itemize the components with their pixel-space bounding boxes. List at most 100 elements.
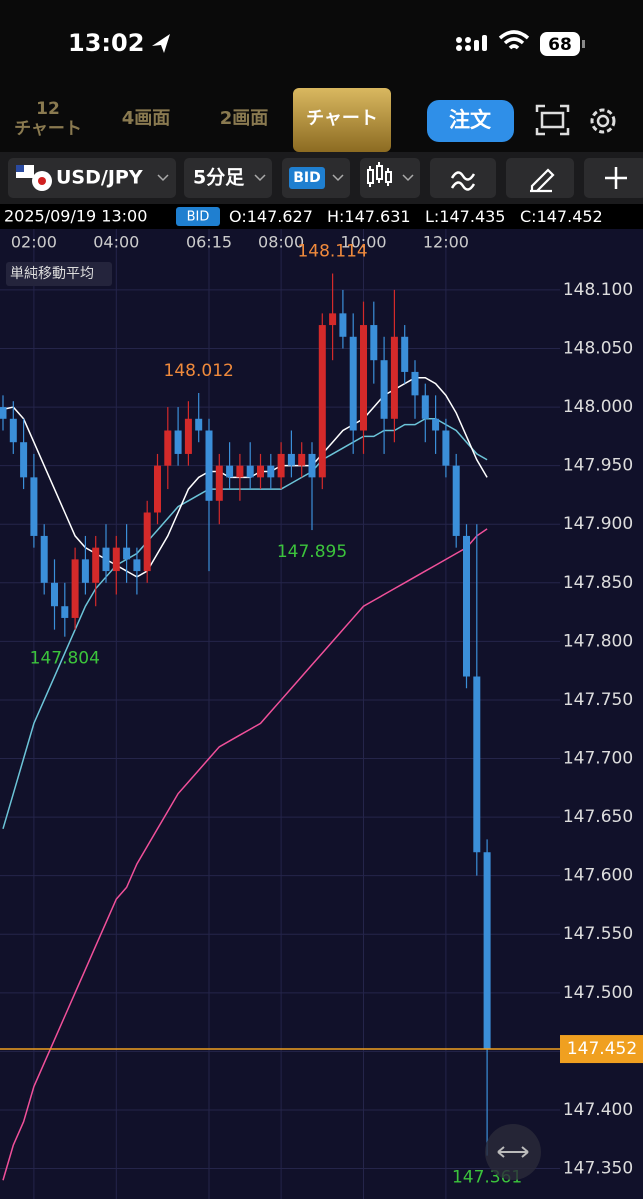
x-tick-label: 12:00 <box>423 233 469 252</box>
candle-body <box>349 336 357 431</box>
pair-select[interactable] <box>8 158 176 198</box>
candle-body <box>51 582 58 607</box>
ohlc-label: L: <box>425 207 439 226</box>
y-tick-label: 147.700 <box>563 749 633 769</box>
y-tick-label: 148.100 <box>563 280 633 300</box>
order-label[interactable]: 注文 <box>449 108 492 132</box>
candle-body <box>0 407 7 419</box>
candle-body <box>226 465 234 478</box>
battery-icon <box>540 32 580 56</box>
info-datetime: 2025/09/19 13:00 <box>4 207 147 226</box>
ohlc-value: 147.631 <box>344 207 410 226</box>
candle-body <box>287 453 295 466</box>
candle-body <box>401 336 409 372</box>
ohlc-item: H:147.631 <box>327 207 411 226</box>
candle-body <box>411 371 419 396</box>
plot-area <box>0 273 491 1181</box>
candle-body <box>432 418 440 431</box>
plus-icon <box>605 167 627 189</box>
candle-body <box>133 559 141 572</box>
candle-body <box>215 465 223 501</box>
fullscreen-icon[interactable] <box>535 104 570 136</box>
candle-body <box>30 477 38 536</box>
tab-label[interactable]: チャート <box>14 119 82 139</box>
candle-body <box>298 453 306 466</box>
candle-body <box>40 535 48 583</box>
bid-badge <box>289 167 325 189</box>
chevron <box>254 174 266 182</box>
price-annotation: 147.895 <box>277 542 347 562</box>
indicator-icon <box>450 171 476 191</box>
pen-icon <box>530 168 555 193</box>
candle-body <box>473 676 481 853</box>
candle-body <box>452 465 460 536</box>
pair-label[interactable]: USD/JPY <box>56 167 143 189</box>
candle-body <box>318 325 326 478</box>
candle-body <box>164 430 172 466</box>
active-tab-bg <box>293 88 391 152</box>
flag-us-canton <box>16 165 24 172</box>
candle-body <box>360 325 367 431</box>
candle-body <box>184 418 192 454</box>
candle-body <box>442 430 450 466</box>
candle-body <box>143 512 151 572</box>
candle-body <box>267 465 275 478</box>
indicator-name: 単純移動平均 <box>10 266 94 282</box>
y-tick-label: 147.600 <box>563 866 633 886</box>
candle-body <box>102 547 110 572</box>
price-annotation: 147.804 <box>30 649 100 669</box>
candle-body <box>154 465 161 513</box>
candle-body <box>92 547 100 583</box>
clock: 13:02 <box>68 29 144 57</box>
timeframe-select[interactable] <box>184 158 272 198</box>
y-tick-label: 147.800 <box>563 631 633 651</box>
x-tick-label: 08:00 <box>258 233 304 252</box>
battery-tip <box>582 40 585 48</box>
info-bid-badge <box>176 207 220 226</box>
x-tick-label: 02:00 <box>11 233 57 252</box>
x-tick-label: 06:15 <box>186 233 232 252</box>
price-type-label[interactable]: BID <box>293 170 321 186</box>
ohlc-item: C:147.452 <box>520 207 603 226</box>
price-annotation: 148.114 <box>297 242 367 262</box>
last-price-label: 147.452 <box>567 1039 637 1059</box>
order-button[interactable] <box>427 100 514 142</box>
tab-label[interactable]: 12 <box>36 99 60 119</box>
candle-icon <box>367 162 392 187</box>
candle-body <box>205 430 213 501</box>
scale-icon <box>497 1146 529 1158</box>
y-tick-label: 147.400 <box>563 1100 633 1120</box>
moving-average <box>2 377 488 578</box>
tab-label[interactable]: チャート <box>306 108 378 129</box>
moving-average <box>2 528 488 1181</box>
ohlc-label: H: <box>327 207 344 226</box>
y-tick-label: 147.500 <box>563 983 633 1003</box>
candle-body <box>61 606 69 618</box>
indicator-tag <box>6 262 112 286</box>
ohlc-item: L:147.435 <box>425 207 505 226</box>
x-tick-label: 10:00 <box>340 233 386 252</box>
y-tick-label: 147.350 <box>563 1159 633 1179</box>
settings-icon[interactable] <box>590 108 616 134</box>
candle-body <box>380 360 388 419</box>
candle-body <box>483 852 491 1050</box>
candle-body <box>20 442 28 478</box>
ohlc-value: 147.452 <box>537 207 603 226</box>
candle-body <box>390 336 398 419</box>
y-tick-label: 147.900 <box>563 514 633 534</box>
x-tick-label: 04:00 <box>93 233 139 252</box>
candle-body <box>81 559 89 583</box>
chevron <box>402 174 414 182</box>
y-tick-label: 147.550 <box>563 924 633 944</box>
signal-icon <box>456 35 487 51</box>
y-tick-label: 147.650 <box>563 807 633 827</box>
timeframe-label[interactable]: 5分足 <box>193 167 245 189</box>
tab-label[interactable]: 4画面 <box>122 108 171 129</box>
tab-label[interactable]: 2画面 <box>220 108 269 129</box>
candle-body <box>9 418 17 443</box>
battery-level: 68 <box>548 35 572 55</box>
chevron <box>332 174 344 182</box>
candle-body <box>421 395 429 419</box>
